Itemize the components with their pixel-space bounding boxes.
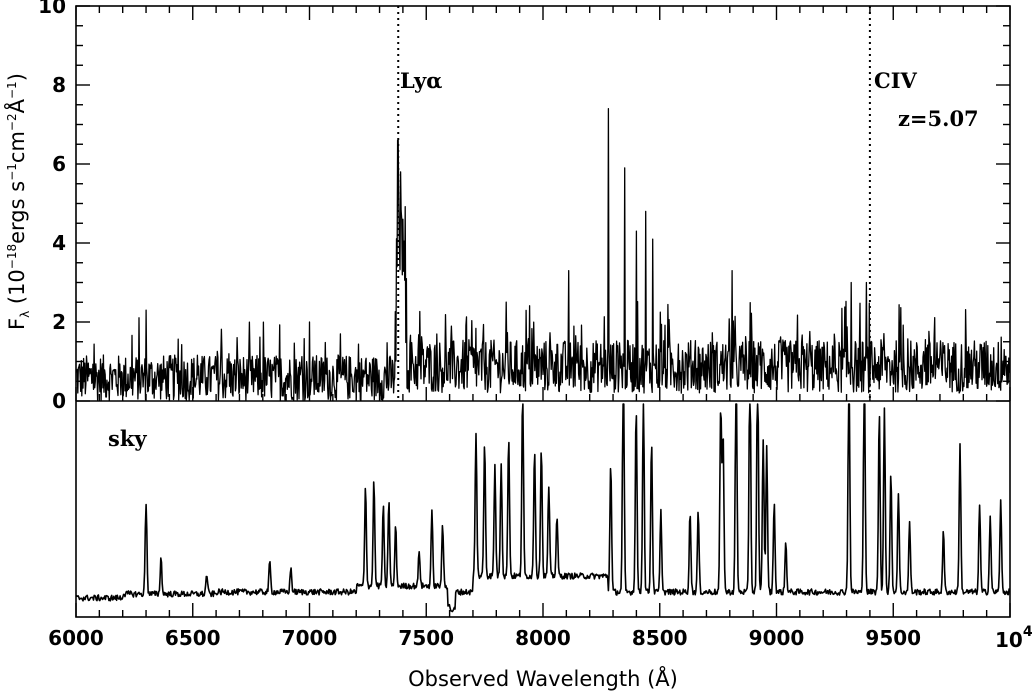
sky-label: sky bbox=[108, 426, 147, 451]
x-tick-label: 8500 bbox=[632, 626, 688, 650]
x-tick-label: 6500 bbox=[165, 626, 221, 650]
y-tick-label: 0 bbox=[52, 389, 66, 413]
x-tick-label: 7000 bbox=[282, 626, 338, 650]
x-tick-labels: 6000 6500 7000 7500 8000 8500 9000 9500 bbox=[48, 626, 921, 650]
x-tick-label: 8000 bbox=[515, 626, 571, 650]
x-axis-title: Observed Wavelength (Å) bbox=[408, 665, 678, 691]
x-tick-label: 9000 bbox=[749, 626, 805, 650]
y-tick-label: 8 bbox=[52, 73, 66, 97]
spectrum-series bbox=[75, 108, 1011, 402]
x-tick-label: 9500 bbox=[865, 626, 921, 650]
spectrum-line bbox=[75, 108, 1011, 402]
y-tick-label: 2 bbox=[52, 310, 66, 334]
x-tick-label: 7500 bbox=[398, 626, 454, 650]
sky-line bbox=[75, 403, 1011, 613]
y-tick-label: 6 bbox=[52, 152, 66, 176]
sky-series bbox=[75, 403, 1011, 613]
y-tick-labels: 0 2 4 6 8 10 bbox=[38, 0, 66, 413]
civ-label: CIV bbox=[874, 68, 918, 93]
lya-label: Lyα bbox=[400, 68, 442, 93]
x-tick-label-last: 104 bbox=[995, 624, 1033, 652]
x-tick-label: 6000 bbox=[48, 626, 104, 650]
y-tick-label: 4 bbox=[52, 231, 66, 255]
y-tick-label: 10 bbox=[38, 0, 66, 18]
y-axis-title: Fλ (10−18ergs s−1cm−2Å−1) bbox=[3, 73, 32, 330]
redshift-label: z=5.07 bbox=[898, 106, 979, 131]
